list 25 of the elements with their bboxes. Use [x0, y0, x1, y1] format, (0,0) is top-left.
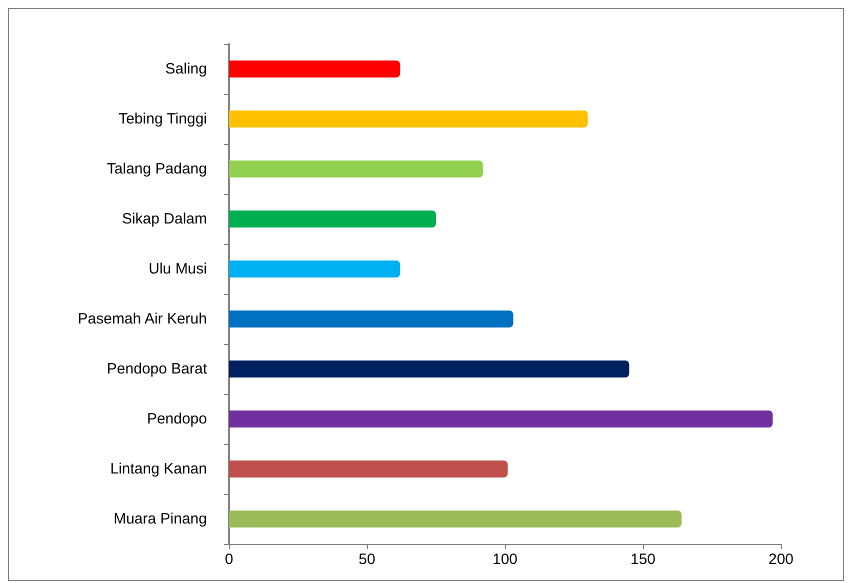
- y-tick-label: Tebing Tinggi: [118, 110, 207, 128]
- y-tick-label: Talang Padang: [106, 160, 207, 178]
- y-tick-label: Pasemah Air Keruh: [78, 310, 207, 328]
- y-tick-label: Muara Pinang: [114, 510, 207, 528]
- bar: [229, 310, 514, 328]
- bar: [229, 510, 682, 528]
- y-tick-label: Pendopo Barat: [106, 360, 208, 378]
- y-tick-label: Saling: [165, 60, 207, 78]
- bar: [229, 460, 508, 478]
- bar: [229, 360, 630, 378]
- bar: [229, 210, 436, 228]
- bar: [229, 160, 483, 178]
- x-tick-label: 100: [492, 551, 518, 568]
- x-tick-label: 200: [768, 551, 794, 568]
- y-tick-label: Lintang Kanan: [110, 460, 207, 478]
- x-tick-label: 50: [358, 551, 376, 568]
- y-tick-label: Sikap Dalam: [122, 210, 207, 228]
- bar: [229, 410, 773, 428]
- x-tick-label: 0: [224, 551, 234, 568]
- y-tick-label: Pendopo: [146, 410, 207, 428]
- bar: [229, 60, 400, 78]
- y-tick-label: Ulu Musi: [148, 260, 207, 278]
- bar: [229, 110, 588, 128]
- bar: [229, 260, 400, 278]
- x-tick-label: 150: [630, 551, 656, 568]
